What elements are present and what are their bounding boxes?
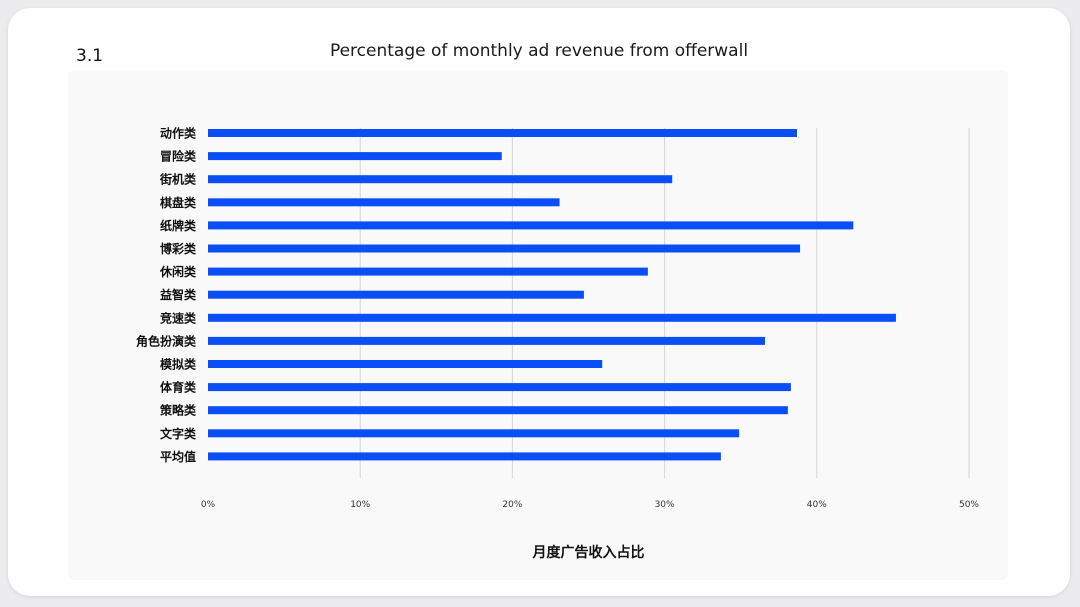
x-tick-label: 50% (959, 500, 979, 510)
x-tick-label: 0% (201, 500, 216, 510)
category-label: 冒险类 (160, 149, 197, 164)
category-label: 文字类 (160, 426, 197, 441)
bar (208, 175, 673, 184)
chart-title: Percentage of monthly ad revenue from of… (329, 41, 749, 61)
category-label: 体育类 (160, 380, 197, 395)
category-label: 策略类 (160, 403, 197, 418)
category-label: 平均值 (160, 449, 196, 464)
category-label: 动作类 (160, 126, 197, 141)
category-label: 休闲类 (159, 264, 197, 279)
bar (208, 452, 721, 461)
category-label: 模拟类 (160, 357, 197, 372)
bar (208, 313, 896, 322)
category-label: 益智类 (160, 287, 197, 302)
bar (208, 221, 854, 230)
bar (208, 152, 502, 161)
bar (208, 406, 788, 415)
x-tick-label: 10% (350, 500, 370, 510)
category-label: 纸牌类 (160, 218, 197, 233)
category-label: 棋盘类 (160, 195, 197, 210)
category-label: 博彩类 (160, 241, 197, 256)
bar (208, 267, 648, 276)
category-label: 角色扮演类 (136, 333, 197, 348)
x-tick-label: 40% (807, 500, 827, 510)
x-tick-label: 20% (502, 500, 522, 510)
chart-card: 3.1 Percentage of monthly ad revenue fro… (8, 8, 1070, 596)
bar (208, 198, 560, 207)
x-tick-label: 30% (655, 500, 675, 510)
x-axis-title: 月度广告收入占比 (532, 544, 645, 561)
bar (208, 290, 584, 299)
category-label: 竞速类 (160, 310, 197, 325)
bar-chart: 0% 10% 20% 30% 40% 50% 动作类冒险类街机类棋盘类纸牌类博彩类休闲类益智… (136, 126, 979, 562)
bar (208, 129, 798, 137)
bar (208, 336, 766, 345)
section-number: 3.1 (76, 46, 104, 66)
bar (208, 360, 603, 368)
bar (208, 244, 801, 253)
bar (208, 429, 740, 438)
bar (208, 383, 791, 392)
category-label: 街机类 (159, 172, 197, 187)
